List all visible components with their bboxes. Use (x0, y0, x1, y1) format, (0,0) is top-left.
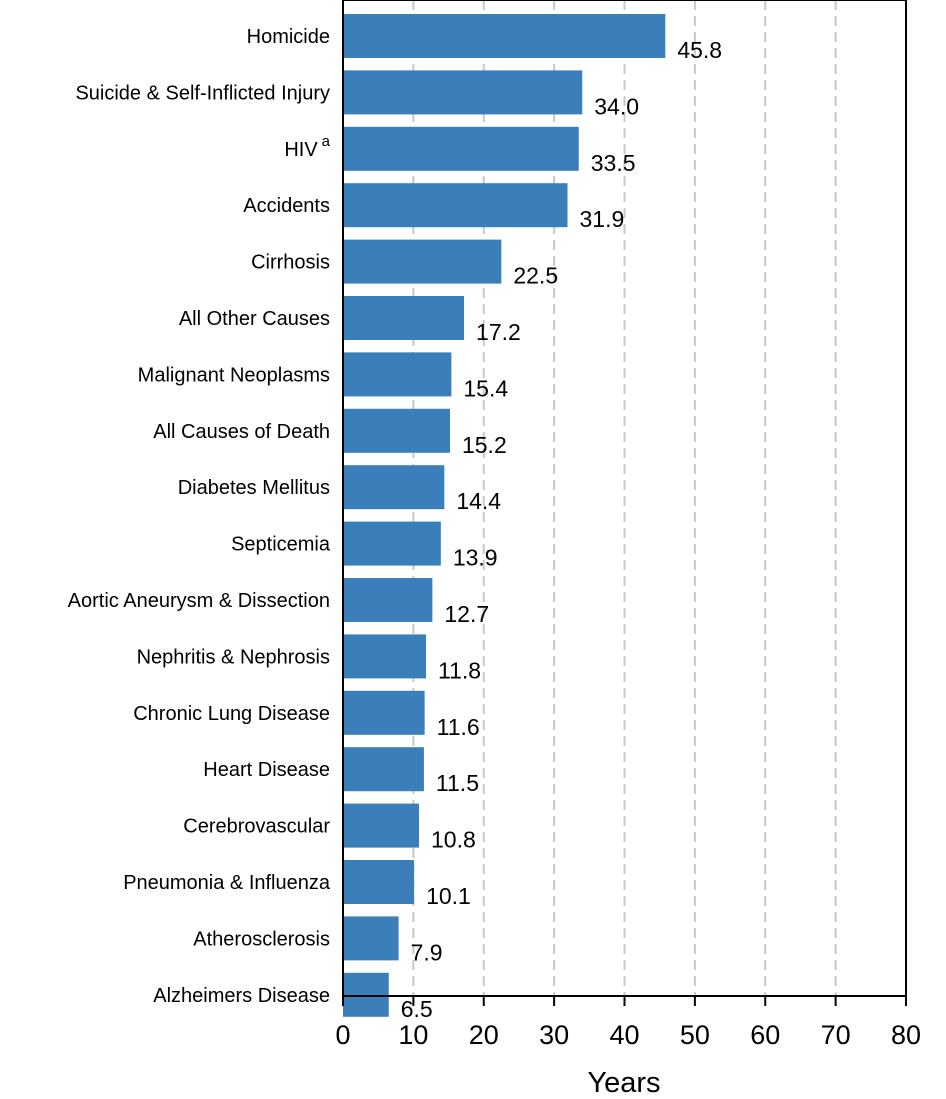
category-label: Accidents (243, 195, 330, 217)
category-label: All Causes of Death (153, 421, 330, 443)
value-label: 14.4 (456, 488, 501, 514)
bar (343, 634, 427, 679)
category-label: Homicide (247, 26, 330, 48)
value-label: 22.5 (513, 263, 558, 289)
value-label: 11.6 (437, 714, 480, 740)
category-label-text: Diabetes Mellitus (178, 477, 330, 499)
value-label: 13.9 (453, 545, 498, 571)
category-label-text: Malignant Neoplasms (138, 364, 330, 386)
value-label: 45.8 (677, 37, 722, 63)
category-label: Heart Disease (203, 759, 330, 781)
x-tick-label: 10 (398, 1020, 428, 1050)
category-label-text: Suicide & Self-Inflicted Injury (75, 82, 330, 104)
category-label-text: Pneumonia & Influenza (123, 872, 331, 894)
category-label-text: All Other Causes (179, 308, 330, 330)
bars (343, 14, 666, 1017)
bar (343, 747, 424, 792)
category-label-text: Aortic Aneurysm & Dissection (68, 590, 330, 612)
category-label: Malignant Neoplasms (138, 364, 330, 386)
category-label: Cirrhosis (251, 252, 330, 274)
x-tick-label: 0 (335, 1020, 350, 1050)
value-labels: 45.8 34.0 33.5 31.9 22.5 17.2 15.4 15.2 14.4 13.9… (401, 37, 722, 1022)
bar (343, 296, 465, 340)
value-label: 15.2 (462, 432, 507, 458)
value-label: 12.7 (444, 601, 489, 627)
category-label: HIV a (284, 133, 330, 161)
bar (343, 972, 389, 1017)
bar (343, 408, 450, 453)
x-tick-label: 70 (821, 1020, 851, 1050)
category-label-text: Atherosclerosis (193, 928, 330, 950)
category-labels: Homicide Suicide & Self-Inflicted Injury H… (68, 26, 331, 1007)
bar (343, 352, 452, 397)
bar (343, 521, 441, 566)
value-label: 15.4 (463, 375, 508, 401)
value-label: 34.0 (594, 93, 639, 119)
bar (343, 578, 433, 622)
value-label: 17.2 (476, 319, 521, 345)
value-label: 6.5 (401, 996, 433, 1022)
bar (343, 14, 666, 58)
value-label: 31.9 (579, 206, 624, 232)
category-label-text: Cerebrovascular (183, 816, 330, 838)
category-label: All Other Causes (179, 308, 330, 330)
bar (343, 465, 445, 510)
bar (343, 690, 425, 735)
value-label: 7.9 (411, 939, 443, 965)
category-label-text: Septicemia (231, 534, 331, 556)
value-label: 11.8 (438, 657, 481, 683)
x-tick-label: 60 (750, 1020, 780, 1050)
category-label-text: Heart Disease (203, 759, 330, 781)
value-label: 11.5 (436, 770, 479, 796)
category-label: Atherosclerosis (193, 928, 330, 950)
category-label: Aortic Aneurysm & Dissection (68, 590, 330, 612)
bar (343, 803, 420, 848)
category-label-text: Homicide (247, 26, 330, 48)
bar (343, 126, 579, 171)
x-tick-label: 50 (680, 1020, 710, 1050)
category-label: Chronic Lung Disease (133, 703, 330, 725)
bar (343, 183, 568, 228)
bar (343, 916, 399, 961)
category-label-text: Cirrhosis (251, 252, 330, 274)
category-label-text: HIV (284, 139, 318, 161)
x-axis-ticks: 0 10 20 30 40 50 60 70 80 (335, 996, 921, 1050)
category-label: Alzheimers Disease (153, 985, 330, 1007)
category-label-text: Accidents (243, 195, 330, 217)
category-label: Cerebrovascular (183, 816, 330, 838)
x-tick-label: 80 (891, 1020, 921, 1050)
category-label-text: Alzheimers Disease (153, 985, 330, 1007)
value-label: 10.1 (426, 883, 471, 909)
category-label-text: All Causes of Death (153, 421, 330, 443)
category-label-text: Nephritis & Nephrosis (137, 646, 330, 668)
category-label: Suicide & Self-Inflicted Injury (75, 82, 330, 104)
x-tick-label: 30 (539, 1020, 569, 1050)
x-tick-label: 40 (609, 1020, 639, 1050)
category-label: Pneumonia & Influenza (123, 872, 331, 894)
category-superscript: a (322, 133, 331, 150)
value-label: 33.5 (591, 150, 636, 176)
category-label-text: Chronic Lung Disease (133, 703, 330, 725)
bar (343, 860, 415, 904)
category-label: Diabetes Mellitus (178, 477, 330, 499)
value-label: 10.8 (431, 827, 476, 853)
bar (343, 70, 583, 115)
category-label: Nephritis & Nephrosis (137, 646, 330, 668)
x-tick-label: 20 (469, 1020, 499, 1050)
x-axis-title: Years (587, 1067, 660, 1099)
category-label: Septicemia (231, 534, 331, 556)
bar (343, 239, 502, 284)
